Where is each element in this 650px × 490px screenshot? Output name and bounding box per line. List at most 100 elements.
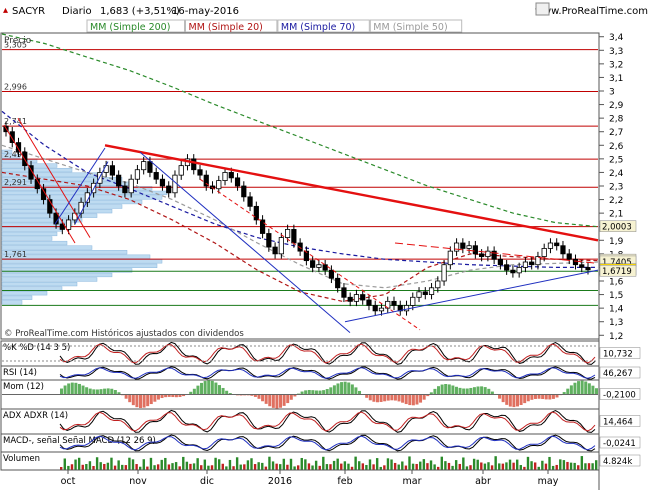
legend-label: MM (Simple 20) <box>189 22 263 33</box>
momentum-bar <box>124 394 128 399</box>
volume-bar <box>458 463 461 470</box>
momentum-bar <box>447 384 451 395</box>
y-tick-label: 3,2 <box>609 60 623 70</box>
legend-item[interactable] <box>185 19 278 33</box>
volume-bar <box>469 465 472 470</box>
candle-body <box>116 174 122 187</box>
candle-body <box>372 305 378 312</box>
window-controls[interactable] <box>535 2 550 16</box>
volume-bar <box>541 460 544 470</box>
volume-bar <box>289 458 293 470</box>
momentum-bar <box>480 386 484 395</box>
profile-bar <box>1 199 143 205</box>
legend-item[interactable] <box>277 19 370 33</box>
x-tick-label: dic <box>200 476 214 487</box>
volume-bar <box>81 464 84 470</box>
momentum-bar <box>289 394 293 400</box>
volume-bar <box>264 466 268 470</box>
volume-bar <box>343 461 347 470</box>
volume-bar <box>368 459 372 470</box>
volume-bar <box>483 463 487 470</box>
volume-bar <box>383 465 386 470</box>
volume-bar <box>200 465 203 470</box>
volume-bar <box>235 457 239 470</box>
momentum-bar <box>214 382 218 395</box>
momentum-bar <box>358 390 362 395</box>
panel-stoch[interactable] <box>0 340 600 367</box>
volume-bar <box>437 466 440 470</box>
panel-adx[interactable] <box>0 408 600 435</box>
volume-bar <box>548 456 551 470</box>
x-tick-label: abr <box>475 476 491 487</box>
momentum-bar <box>372 394 376 402</box>
momentum-bar <box>386 394 390 401</box>
momentum-bar <box>63 385 67 395</box>
momentum-bar <box>548 394 552 400</box>
candle-body <box>259 219 266 234</box>
volume-bar <box>559 459 562 470</box>
candle-body <box>566 253 572 260</box>
momentum-bar <box>569 385 573 395</box>
momentum-bar <box>257 394 261 399</box>
indicator-panels: %K %D (14 3 5) 10,732 RSI (14) 46,267 Mom (1… <box>0 340 641 471</box>
volume-bar <box>440 456 444 470</box>
candle-body <box>479 253 485 257</box>
volume-bar <box>232 466 235 470</box>
y-tick-label: 1,6 <box>609 278 624 288</box>
volume-bar <box>160 459 163 470</box>
y-tick-label: 2,2 <box>609 196 623 206</box>
volume-bar <box>501 463 505 470</box>
momentum-bar <box>271 394 275 408</box>
volume-bar <box>512 462 515 470</box>
momentum-bar <box>454 386 458 395</box>
volume-bar <box>354 456 357 470</box>
price-panel[interactable] <box>0 32 600 340</box>
candle-body <box>510 269 516 274</box>
volume-bar <box>454 460 458 470</box>
volume-bar <box>279 464 282 470</box>
candle-body <box>341 287 347 298</box>
momentum-bar <box>279 394 283 408</box>
momentum-bar <box>131 394 135 406</box>
volume-bar <box>271 461 275 470</box>
legend-item[interactable] <box>86 19 185 33</box>
candle-body <box>485 250 491 257</box>
candle-body <box>453 242 460 252</box>
panel-value: 10,732 <box>603 350 633 360</box>
momentum-bar <box>200 382 204 395</box>
panel-value-box <box>599 415 641 427</box>
candle-body <box>228 172 234 179</box>
volume-bar <box>149 457 153 470</box>
momentum-bar <box>490 391 494 395</box>
candle-body <box>497 258 503 266</box>
volume-bar <box>293 466 296 470</box>
candle-body <box>547 242 554 249</box>
volume-profile <box>1 149 168 305</box>
panel-label: ADX ADXR (14) <box>3 411 68 421</box>
volume-bar <box>358 461 361 470</box>
momentum-bar <box>465 388 469 395</box>
momentum-bar <box>156 394 160 400</box>
momentum-bar <box>347 382 351 395</box>
indicator-line <box>59 366 596 380</box>
panel-rsi[interactable] <box>0 365 600 381</box>
volume-bar <box>336 458 339 470</box>
profile-bar <box>1 158 38 164</box>
momentum-bar <box>217 385 221 395</box>
momentum-bar <box>332 385 336 395</box>
volume-bar <box>228 459 232 470</box>
momentum-bar <box>336 383 340 395</box>
panel-value-box <box>599 436 641 449</box>
volume-bar <box>350 466 354 470</box>
candle-body <box>529 261 535 266</box>
momentum-bar <box>523 394 527 404</box>
volume-bar <box>250 458 253 470</box>
volume-bar <box>595 460 598 470</box>
momentum-bar <box>293 394 297 397</box>
price-tag-label: 1,6719 <box>602 267 632 277</box>
indicator-line <box>59 367 596 379</box>
brand-link[interactable]: www.ProRealTime.com <box>535 6 648 17</box>
legend-item[interactable] <box>369 19 463 33</box>
